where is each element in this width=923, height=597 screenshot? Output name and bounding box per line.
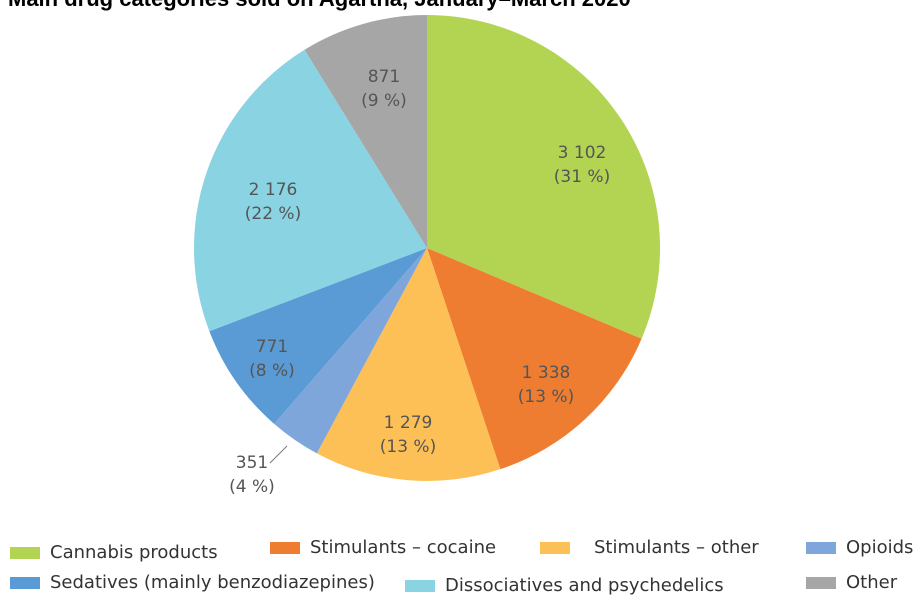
legend-label: Cannabis products <box>50 542 218 563</box>
legend-item-stimulants-cocaine: Stimulants – cocaine <box>270 537 496 558</box>
pie-slice-other <box>304 15 427 248</box>
pie-slice-cannabis-products <box>427 15 660 339</box>
legend-label: Sedatives (mainly benzodiazepines) <box>50 572 375 593</box>
slice-value-label: 771 <box>256 337 288 357</box>
legend-label: Other <box>846 572 898 593</box>
legend-label: Stimulants – other <box>594 537 759 558</box>
slice-value-label: 2 176 <box>249 180 298 200</box>
legend-swatch <box>806 576 836 589</box>
legend-label: Opioids <box>846 537 914 558</box>
legend-item-cannabis: Cannabis products <box>10 542 218 563</box>
pie-chart: 3 102 (31 %) 1 338 (13 %) 1 279 (13 %) 351 (4 %… <box>193 15 660 497</box>
pie-slice-sedatives-mainly-benzodiazepines <box>209 248 427 424</box>
slice-percent-label: (22 %) <box>245 204 301 224</box>
slice-labels: 3 102 (31 %) 1 338 (13 %) 1 279 (13 %) 351 (4 %… <box>229 67 610 497</box>
slice-value-label: 1 338 <box>522 363 571 383</box>
slice-value-label: 3 102 <box>558 143 607 163</box>
slice-percent-label: (9 %) <box>361 91 407 111</box>
legend-swatch <box>270 541 300 554</box>
legend-swatch <box>540 541 570 554</box>
legend-item-sedatives: Sedatives (mainly benzodiazepines) <box>10 572 375 593</box>
pie-slice-stimulants-other <box>316 248 501 481</box>
slice-percent-label: (13 %) <box>380 437 436 457</box>
slice-value-label: 351 <box>236 453 268 473</box>
legend-item-dissociatives: Dissociatives and psychedelics <box>405 575 724 596</box>
legend: Cannabis products Stimulants – cocaine S… <box>0 535 923 597</box>
legend-item-other: Other <box>806 572 897 593</box>
slice-percent-label: (4 %) <box>229 477 275 497</box>
slice-value-label: 1 279 <box>384 413 433 433</box>
leader-line <box>269 445 288 464</box>
legend-item-stimulants-other: Stimulants – other <box>540 537 759 558</box>
chart-title: Main drug categories sold on Agartha, Ja… <box>8 0 631 12</box>
legend-label: Dissociatives and psychedelics <box>445 575 724 596</box>
legend-swatch <box>10 576 40 589</box>
slice-value-label: 871 <box>368 67 400 87</box>
slice-percent-label: (31 %) <box>554 167 610 187</box>
pie-slice-opioids <box>274 248 427 454</box>
legend-label: Stimulants – cocaine <box>310 537 497 558</box>
pie-slice-stimulants-cocaine <box>427 248 642 470</box>
slice-percent-label: (8 %) <box>249 361 295 381</box>
legend-swatch <box>405 579 435 592</box>
slice-percent-label: (13 %) <box>518 387 574 407</box>
legend-item-opioids: Opioids <box>806 537 913 558</box>
legend-swatch <box>10 546 40 559</box>
legend-swatch <box>806 541 836 554</box>
pie-slice-dissociatives-and-psychedelics <box>193 49 427 332</box>
pie-slices <box>193 15 660 481</box>
